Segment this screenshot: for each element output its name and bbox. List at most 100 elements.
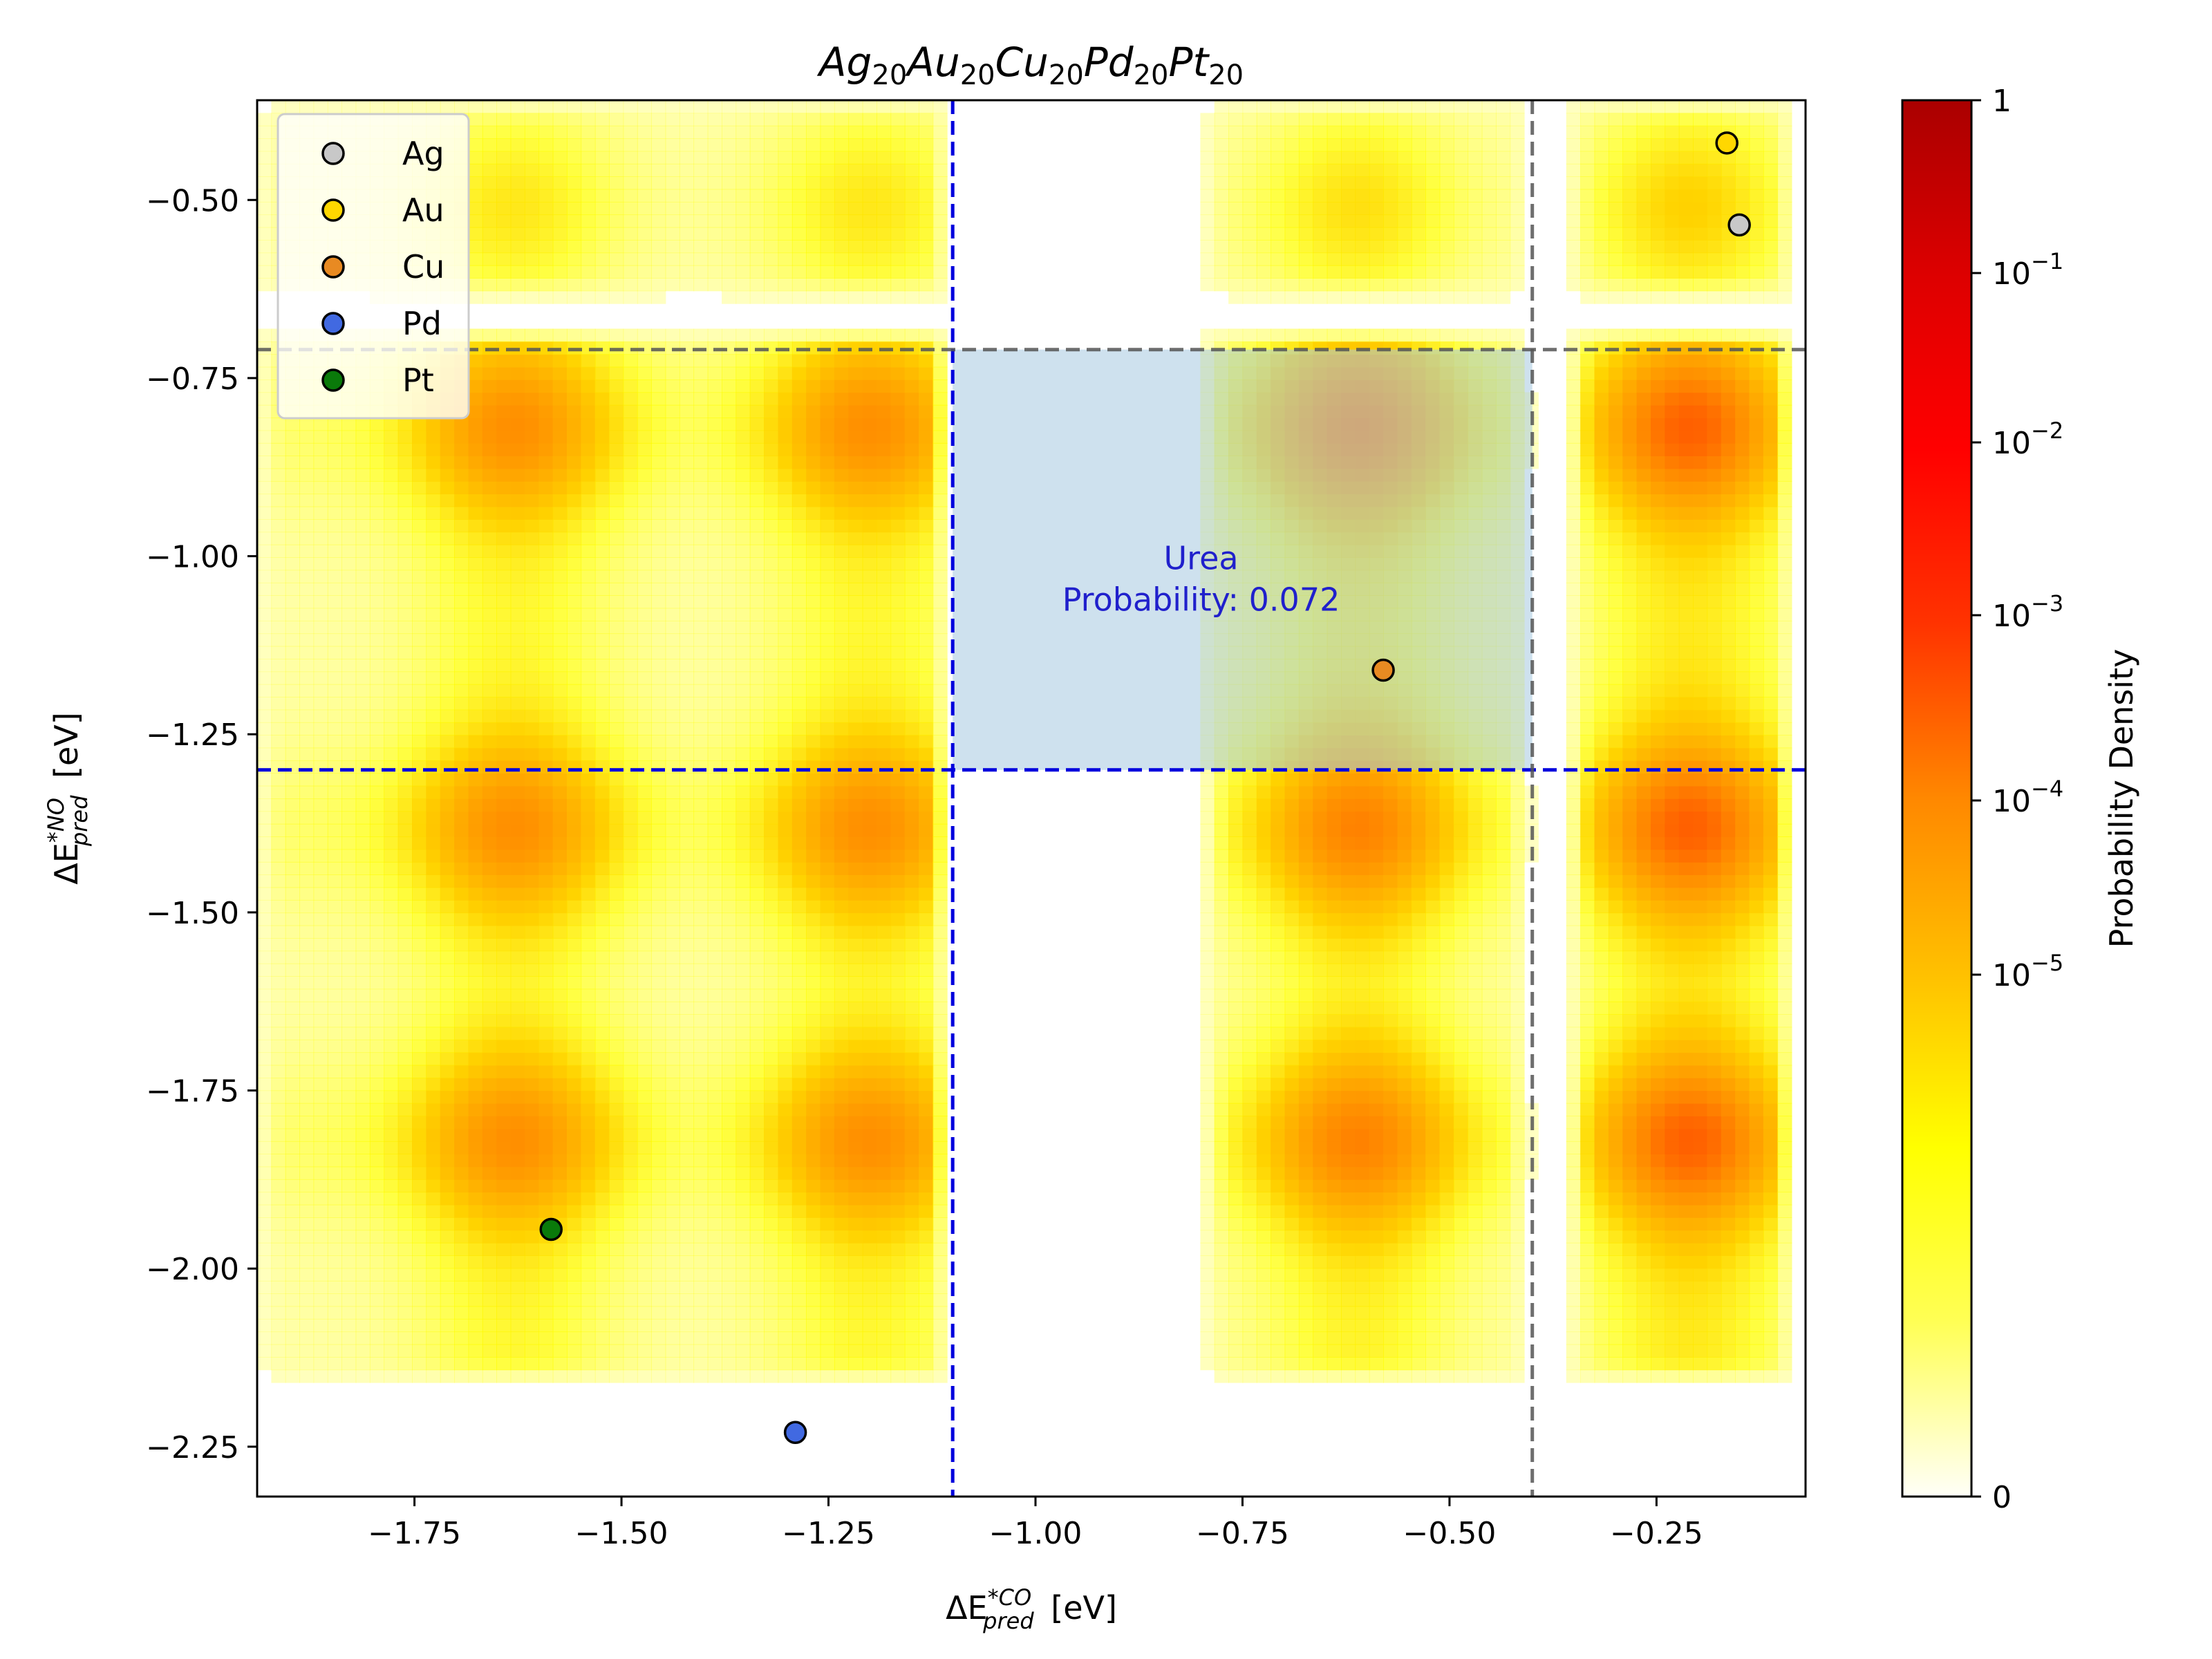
density-cell [707, 227, 722, 241]
density-cell [567, 392, 582, 406]
density-cell [454, 1242, 469, 1256]
density-cell [524, 912, 540, 926]
density-cell [313, 620, 328, 635]
density-cell [820, 532, 835, 545]
density-cell [862, 608, 877, 621]
density-cell [735, 189, 751, 203]
density-cell [454, 773, 469, 787]
density-cell [932, 1230, 948, 1244]
density-cell [496, 163, 512, 177]
density-cell [369, 899, 385, 914]
density-cell [834, 608, 850, 621]
density-cell [904, 1268, 919, 1282]
density-cell [707, 1166, 722, 1180]
density-cell [749, 278, 765, 292]
density-cell [285, 697, 300, 711]
density-cell [524, 328, 540, 342]
density-cell [1214, 1204, 1229, 1218]
density-cell [341, 709, 357, 723]
density-cell [581, 506, 596, 520]
density-cell [609, 1116, 624, 1130]
density-cell [454, 1192, 469, 1206]
density-cell [919, 1318, 934, 1333]
density-cell [665, 1154, 680, 1168]
density-cell [904, 1369, 919, 1383]
density-cell [904, 468, 919, 482]
density-cell [623, 861, 638, 875]
density-cell [341, 1027, 357, 1040]
density-cell [932, 442, 948, 456]
density-cell [327, 1217, 342, 1231]
density-cell [482, 418, 497, 431]
density-cell [904, 1357, 919, 1371]
density-cell [581, 557, 596, 571]
density-cell [384, 582, 399, 596]
density-cell [1214, 1242, 1229, 1256]
density-cell [707, 620, 722, 635]
density-cell [397, 1293, 413, 1307]
density-cell [482, 138, 497, 152]
density-cell [791, 227, 807, 241]
density-cell [341, 646, 357, 659]
density-cell [468, 697, 483, 711]
density-cell [820, 1192, 835, 1206]
density-cell [665, 608, 680, 621]
density-cell [722, 912, 737, 926]
density-cell [791, 418, 807, 431]
density-cell [665, 938, 680, 952]
density-cell [397, 1369, 413, 1383]
density-cell [778, 633, 793, 647]
density-cell [538, 366, 554, 380]
density-cell [693, 404, 709, 418]
density-cell [778, 125, 793, 139]
density-cell [567, 811, 582, 825]
density-cell [651, 1357, 666, 1371]
density-cell [679, 608, 695, 621]
density-cell [496, 176, 512, 190]
density-cell [919, 811, 934, 825]
density-cell [440, 912, 455, 926]
density-cell [834, 899, 850, 914]
density-cell [637, 163, 652, 177]
density-cell [820, 1065, 835, 1078]
density-cell [440, 1230, 455, 1244]
density-cell [693, 1204, 709, 1218]
density-cell [637, 532, 652, 545]
density-cell [271, 1217, 286, 1231]
density-cell [806, 227, 821, 241]
density-cell [496, 582, 512, 596]
density-cell [749, 988, 765, 1002]
density-cell [510, 494, 525, 507]
density-cell [834, 1344, 850, 1358]
density-cell [707, 532, 722, 545]
density-cell [496, 442, 512, 456]
density-cell [412, 1141, 427, 1154]
density-cell [426, 1078, 441, 1091]
density-cell [834, 1293, 850, 1307]
density-cell [594, 963, 610, 977]
density-cell [806, 697, 821, 711]
density-cell [791, 938, 807, 952]
density-cell [834, 684, 850, 697]
density-cell [567, 1306, 582, 1320]
density-cell [426, 747, 441, 761]
density-cell [468, 887, 483, 901]
density-cell [454, 1078, 469, 1091]
density-cell [791, 582, 807, 596]
density-cell [1200, 976, 1215, 990]
density-cell [890, 684, 906, 697]
density-cell [609, 646, 624, 659]
density-cell [637, 1255, 652, 1269]
density-cell [440, 925, 455, 939]
density-cell [651, 659, 666, 673]
density-cell [778, 240, 793, 254]
density-cell [482, 1369, 497, 1383]
density-cell [932, 1192, 948, 1206]
density-cell [482, 1331, 497, 1345]
density-cell [791, 1179, 807, 1193]
density-cell [1200, 988, 1215, 1002]
density-cell [440, 1204, 455, 1218]
density-cell [412, 1090, 427, 1104]
density-cell [524, 1280, 540, 1294]
density-cell [510, 1255, 525, 1269]
